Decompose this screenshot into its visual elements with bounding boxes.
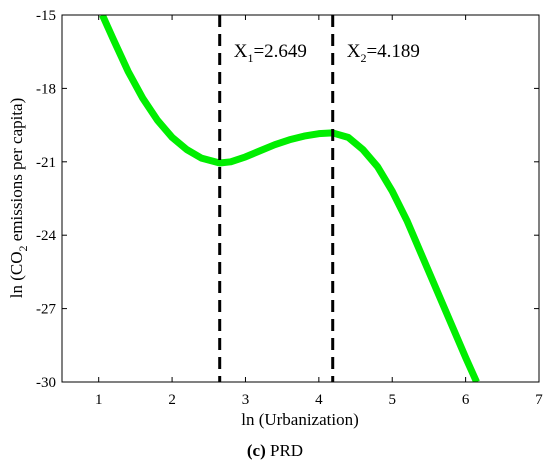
threshold-label-value: =2.649 [253,41,306,62]
threshold-label-value: =4.189 [366,41,419,62]
x-tick-label: 7 [535,392,543,408]
figure-caption: (c) PRD [247,441,303,460]
y-axis-title-main: ln (CO [7,252,26,299]
curve-layer [99,15,480,382]
threshold-label-subscript: 1 [247,51,253,65]
y-axis-title-subscript: 2 [16,246,30,252]
y-tick-label: -18 [36,81,56,97]
threshold-label-subscript: 2 [360,51,366,65]
x-tick-label: 3 [242,392,250,408]
x-tick-label: 5 [388,392,396,408]
y-tick-label: -15 [36,8,56,24]
caption-label: (c) [247,441,266,460]
y-axis-ticks: -15 -18 -21 -24 -27 -30 [36,8,539,391]
plot-area [62,15,539,382]
y-tick-label: -24 [36,228,56,244]
caption-text: PRD [266,441,303,460]
x-tick-label: 4 [315,392,323,408]
x-axis-ticks: 1 2 3 4 5 6 7 [95,15,543,408]
y-tick-label: -27 [36,302,56,318]
threshold-label-main: X [347,41,361,62]
y-tick-label: -21 [36,155,56,171]
threshold-label-main: X [234,41,248,62]
x-tick-label: 2 [168,392,176,408]
x-tick-label: 1 [95,392,103,408]
x-axis-title: ln (Urbanization) [241,410,359,429]
y-axis-title: ln (CO2 emissions per capita) [7,98,30,299]
threshold-label-1: X1=2.649 [234,41,307,65]
vline-layer [218,15,335,382]
x-tick-label: 6 [462,392,470,408]
plot-frame [61,14,540,383]
y-axis-title-rest: emissions per capita) [7,98,26,246]
annotations: X1=2.649 X2=4.189 [234,41,420,65]
y-tick-label: -30 [36,375,56,391]
series-line-0 [99,15,480,382]
threshold-label-2: X2=4.189 [347,41,420,65]
